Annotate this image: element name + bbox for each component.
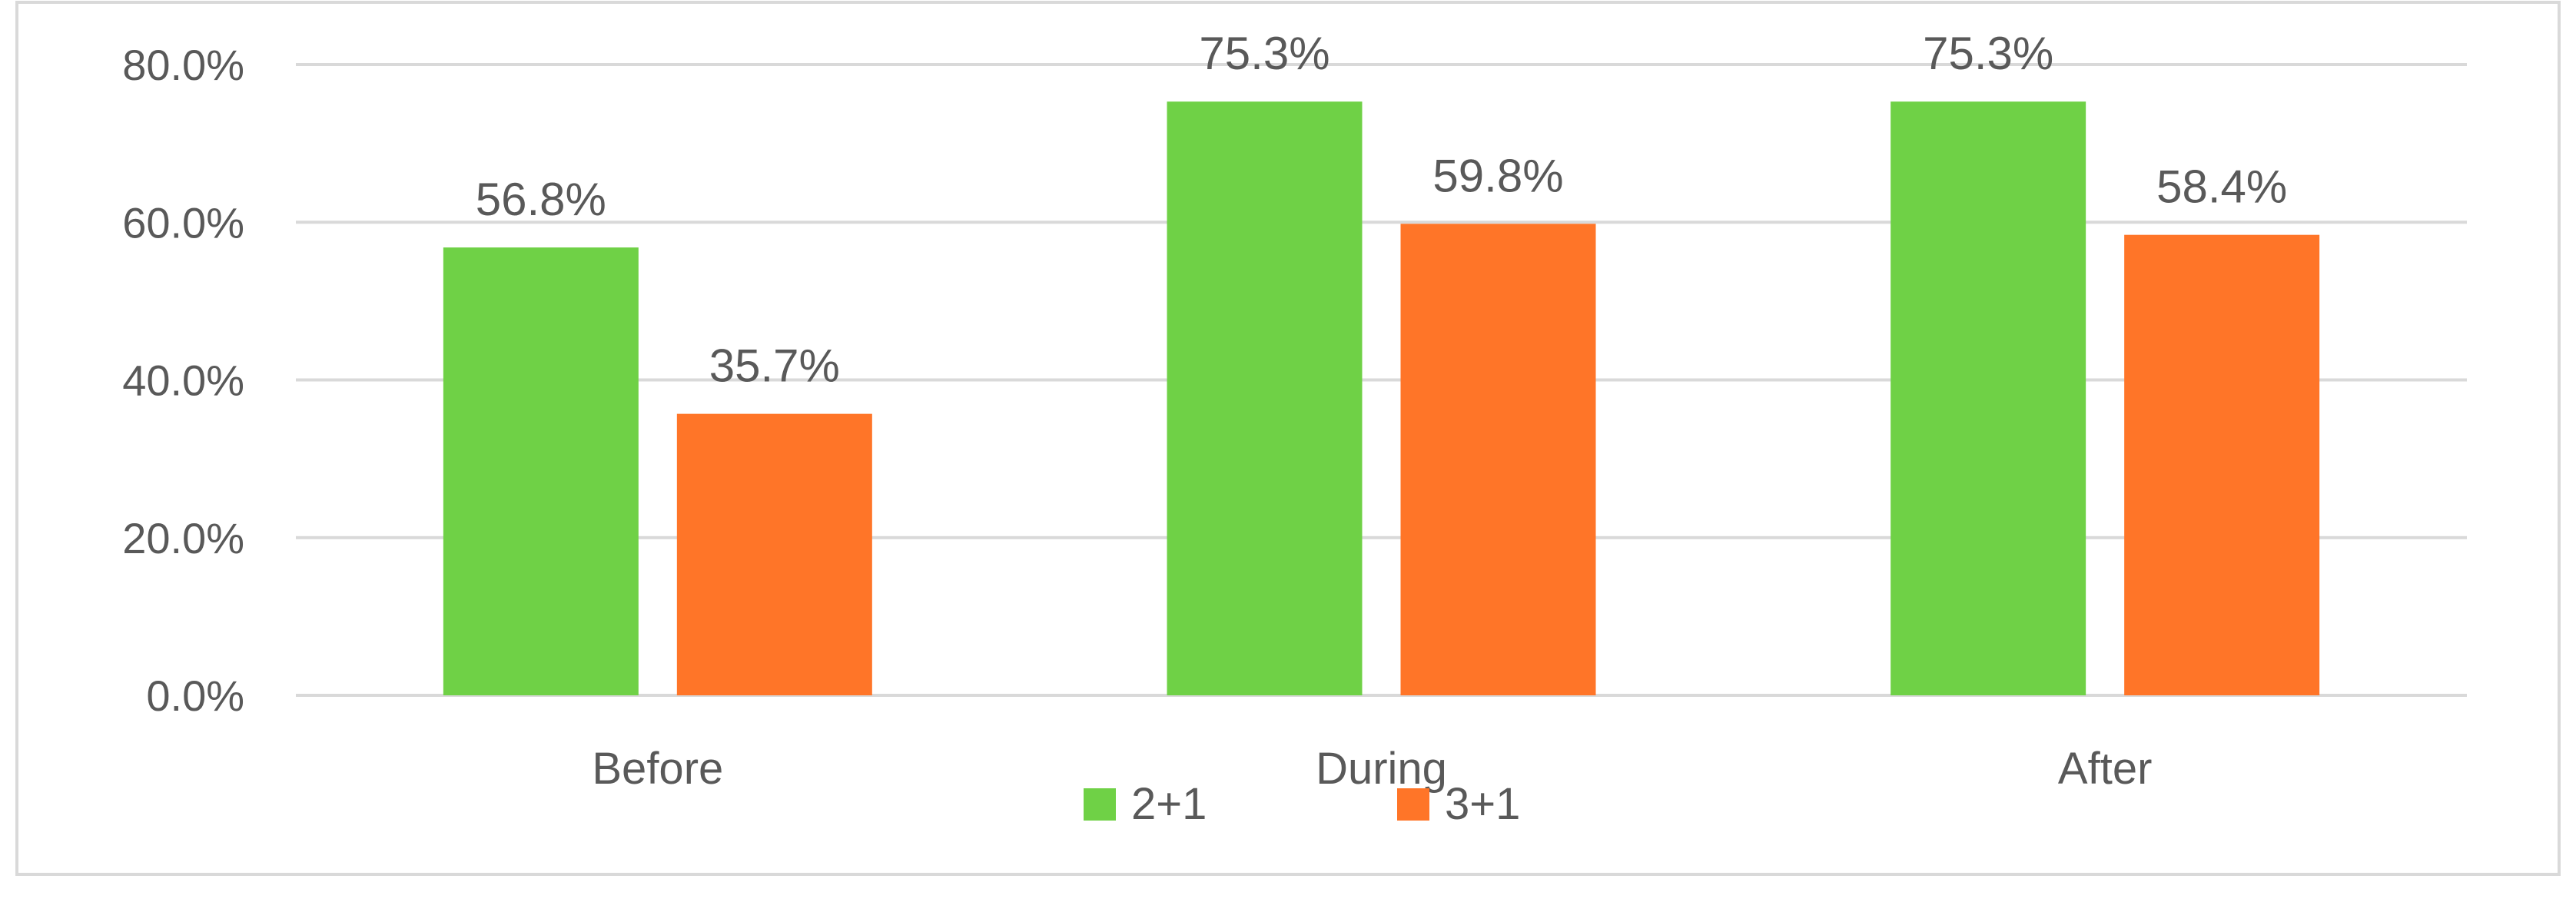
y-tick-label: 20.0% (122, 514, 244, 562)
data-labels: 56.8% 35.7% 75.3% 59.8% 75.3% 58.4% (476, 28, 2287, 391)
x-category-label: After (2058, 744, 2153, 794)
y-tick-label: 0.0% (146, 672, 244, 720)
legend-label: 3+1 (1445, 779, 1520, 829)
bar-2plus1-during (1167, 101, 1363, 695)
bar-3plus1-after (2124, 234, 2320, 695)
gridlines (296, 63, 2467, 697)
y-tick-label: 60.0% (122, 198, 244, 247)
x-category-label: During (1316, 744, 1447, 794)
bar-3plus1-before (676, 413, 872, 695)
bar-3plus1-during (1400, 224, 1596, 695)
x-axis-categories: Before During After (592, 744, 2152, 794)
y-tick-label: 80.0% (122, 41, 244, 89)
data-label: 56.8% (476, 174, 606, 225)
legend-label: 2+1 (1131, 779, 1207, 829)
legend-swatch (1397, 788, 1429, 821)
legend: 2+1 3+1 (1084, 779, 1520, 829)
bar-2plus1-after (1891, 101, 2086, 695)
data-label: 35.7% (709, 340, 840, 392)
data-label: 75.3% (1199, 28, 1329, 79)
data-label: 58.4% (2156, 161, 2287, 213)
bar-2plus1-before (443, 247, 639, 696)
bars (443, 101, 2320, 696)
legend-swatch (1084, 788, 1116, 821)
x-category-label: Before (592, 744, 723, 794)
chart-border (15, 1, 2561, 876)
y-axis-ticks: 0.0% 20.0% 40.0% 60.0% 80.0% (122, 41, 244, 720)
data-label: 59.8% (1432, 150, 1563, 201)
y-tick-label: 40.0% (122, 356, 244, 405)
data-label: 75.3% (1923, 28, 2053, 79)
